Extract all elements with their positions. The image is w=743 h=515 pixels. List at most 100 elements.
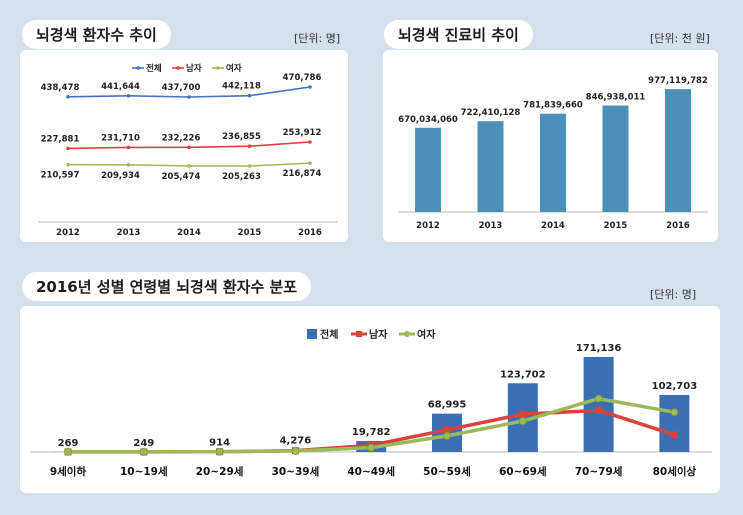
age-x-tick-label: 9세이하 (50, 465, 87, 478)
patients-trend-title: 뇌경색 환자수 추이 (22, 20, 171, 49)
patients-legend-label: 남자 (186, 63, 202, 74)
cost-bar (602, 105, 629, 212)
cost-bar (477, 121, 504, 212)
patients-data-point (247, 144, 252, 149)
age-data-label: 269 (58, 438, 79, 449)
patients-data-point (247, 164, 252, 168)
age-female-marker (215, 447, 224, 456)
patients-data-point (308, 140, 312, 144)
patients-data-label: 205,263 (222, 172, 261, 182)
cost-data-label: 977,119,782 (648, 76, 708, 86)
patients-data-point (126, 94, 131, 98)
patients-data-point (126, 145, 131, 150)
cost-x-tick-label: 2013 (479, 221, 503, 231)
age-female-marker (367, 443, 376, 452)
patients-data-label: 236,855 (222, 132, 261, 142)
patients-trend-panel (20, 50, 348, 242)
age-female-marker (443, 431, 451, 440)
patients-data-label: 470,786 (283, 73, 322, 83)
cost-bar (415, 127, 441, 212)
patients-data-label: 441,644 (101, 82, 140, 92)
age-female-marker (139, 448, 148, 456)
cost-x-tick-label: 2014 (541, 221, 565, 231)
cost-data-label: 722,410,128 (461, 108, 521, 118)
age-legend-label: 전체 (320, 328, 338, 341)
age-data-label: 102,703 (652, 381, 698, 392)
age-female-marker (594, 394, 603, 403)
patients-x-tick-label: 2014 (177, 228, 201, 238)
patients-legend-label: 여자 (226, 63, 242, 74)
patients-data-point (187, 145, 191, 150)
age-x-tick-label: 80세이상 (653, 465, 697, 478)
patients-data-label: 205,474 (162, 172, 201, 182)
age-x-tick-label: 50~59세 (423, 465, 471, 478)
age-legend-marker (356, 331, 362, 337)
patients-data-point (308, 85, 312, 89)
cost-bar (665, 89, 691, 212)
patients-data-point (126, 163, 131, 167)
age-data-label: 4,276 (280, 436, 312, 447)
patients-data-label: 231,710 (101, 133, 140, 143)
patients-data-label: 227,881 (41, 134, 80, 144)
cost-trend-unit: [단위: 천 원] (650, 32, 710, 45)
patients-data-point (66, 146, 70, 151)
patients-data-point (187, 95, 191, 99)
age-x-tick-label: 70~79세 (575, 465, 623, 478)
patients-x-tick-label: 2015 (238, 228, 262, 238)
cost-data-label: 846,938,011 (586, 93, 646, 103)
age-x-tick-label: 20~29세 (196, 465, 244, 478)
patients-legend-marker (216, 66, 220, 70)
age-data-label: 123,702 (500, 369, 546, 380)
patients-data-point (247, 93, 252, 98)
patients-legend-marker (176, 66, 180, 70)
age-x-tick-label: 60~69세 (499, 465, 547, 478)
age-legend-marker (404, 331, 410, 337)
age-x-tick-label: 10~19세 (120, 465, 168, 478)
patients-legend-label: 전체 (146, 63, 162, 74)
age-distribution-unit: [단위: 명] (650, 288, 697, 301)
cost-x-tick-label: 2015 (604, 221, 628, 231)
patients-data-point (308, 161, 312, 165)
patients-data-label: 210,597 (41, 171, 80, 181)
age-legend-swatch (307, 329, 317, 339)
patients-data-label: 437,700 (162, 83, 201, 93)
age-data-label: 914 (209, 437, 230, 448)
patients-trend-unit: [단위: 명] (294, 32, 341, 45)
age-male-marker (670, 431, 678, 439)
age-legend-label: 남자 (369, 328, 388, 341)
cost-trend-title: 뇌경색 진료비 추이 (384, 20, 533, 49)
age-female-marker (670, 408, 679, 417)
patients-x-tick-label: 2012 (56, 228, 80, 238)
age-data-label: 171,136 (576, 343, 622, 354)
age-bar (583, 356, 614, 452)
age-bar (659, 394, 690, 452)
patients-data-point (66, 162, 70, 167)
age-data-label: 68,995 (428, 400, 467, 411)
age-male-marker (443, 426, 451, 434)
age-female-marker (291, 447, 300, 455)
age-data-label: 19,782 (352, 427, 391, 438)
age-data-label: 249 (133, 438, 154, 449)
age-x-tick-label: 40~49세 (347, 465, 395, 478)
patients-data-label: 442,118 (222, 82, 261, 92)
patients-x-tick-label: 2013 (117, 228, 141, 238)
patients-x-tick-label: 2016 (298, 228, 322, 238)
patients-data-label: 232,226 (162, 133, 201, 143)
age-female-marker (518, 417, 527, 425)
patients-data-point (66, 94, 70, 99)
cost-x-tick-label: 2012 (416, 221, 440, 231)
age-male-marker (519, 410, 527, 418)
age-distribution-title: 2016년 성별 연령별 뇌경색 환자수 분포 (22, 272, 312, 301)
patients-data-label: 438,478 (41, 83, 80, 93)
cost-data-label: 670,034,060 (398, 115, 458, 125)
age-x-tick-label: 30~39세 (272, 465, 320, 478)
cost-x-tick-label: 2016 (666, 221, 690, 231)
patients-data-label: 253,912 (283, 128, 322, 138)
patients-data-label: 216,874 (283, 169, 322, 179)
patients-data-point (187, 164, 191, 168)
age-male-marker (595, 406, 603, 414)
cost-data-label: 781,839,660 (523, 101, 583, 111)
cost-bar (540, 113, 566, 212)
